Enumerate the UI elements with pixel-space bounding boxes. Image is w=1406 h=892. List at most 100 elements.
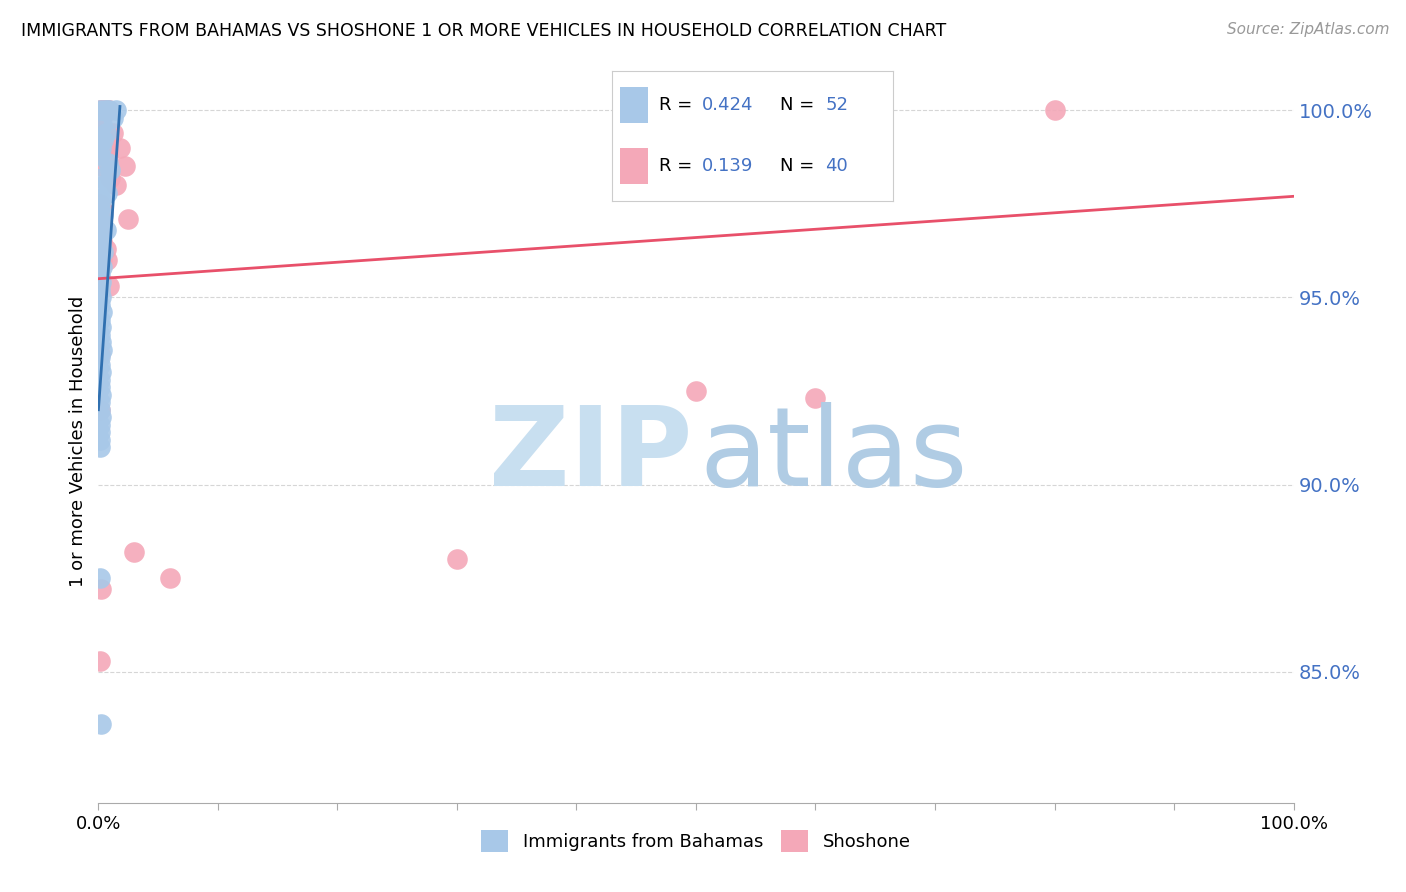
Point — [91, 208, 114, 222]
Text: R =: R = — [659, 157, 699, 175]
Point — [96, 103, 118, 118]
Point — [91, 215, 114, 229]
Text: IMMIGRANTS FROM BAHAMAS VS SHOSHONE 1 OR MORE VEHICLES IN HOUSEHOLD CORRELATION : IMMIGRANTS FROM BAHAMAS VS SHOSHONE 1 OR… — [21, 22, 946, 40]
Point — [90, 223, 112, 237]
Point — [89, 402, 111, 417]
Point — [89, 271, 111, 285]
Point — [96, 252, 118, 267]
Point — [91, 245, 114, 260]
Text: 40: 40 — [825, 157, 848, 175]
Legend: Immigrants from Bahamas, Shoshone: Immigrants from Bahamas, Shoshone — [474, 822, 918, 859]
Point — [89, 395, 111, 409]
Point — [90, 111, 112, 125]
Text: N =: N = — [780, 96, 820, 114]
Text: 52: 52 — [825, 96, 848, 114]
Point — [90, 111, 112, 125]
Point — [94, 126, 117, 140]
Point — [98, 163, 122, 178]
Point — [105, 103, 128, 118]
Point — [91, 204, 114, 219]
Point — [91, 234, 114, 248]
Point — [108, 141, 131, 155]
Point — [90, 290, 112, 304]
Point — [685, 384, 707, 398]
Y-axis label: 1 or more Vehicles in Household: 1 or more Vehicles in Household — [69, 296, 87, 587]
Text: 0.139: 0.139 — [702, 157, 754, 175]
Point — [89, 373, 111, 387]
Point — [91, 305, 114, 319]
Point — [98, 103, 121, 118]
Point — [94, 242, 117, 256]
Point — [159, 571, 181, 585]
Point — [96, 103, 118, 118]
Point — [91, 129, 114, 144]
Point — [114, 160, 136, 174]
Point — [89, 223, 111, 237]
Point — [89, 103, 111, 118]
Text: R =: R = — [659, 96, 699, 114]
Point — [89, 268, 111, 282]
Point — [89, 351, 111, 365]
Point — [90, 193, 112, 207]
Point — [96, 186, 118, 200]
Point — [89, 425, 111, 440]
Point — [90, 141, 112, 155]
Point — [91, 118, 114, 132]
Point — [93, 178, 115, 193]
Point — [91, 343, 114, 357]
Point — [89, 201, 111, 215]
Point — [90, 215, 112, 229]
Point — [89, 433, 111, 447]
Text: N =: N = — [780, 157, 820, 175]
Point — [89, 402, 111, 417]
Point — [89, 148, 111, 162]
Point — [89, 440, 111, 454]
Point — [91, 103, 114, 118]
Point — [93, 103, 115, 118]
Text: ZIP: ZIP — [489, 402, 692, 509]
Point — [89, 196, 111, 211]
Point — [90, 234, 112, 248]
Point — [124, 545, 146, 559]
Point — [90, 410, 112, 425]
Point — [446, 552, 468, 566]
Point — [101, 126, 124, 140]
Point — [89, 654, 111, 668]
Point — [90, 365, 112, 379]
Point — [89, 298, 111, 312]
Text: Source: ZipAtlas.com: Source: ZipAtlas.com — [1226, 22, 1389, 37]
Point — [91, 170, 114, 185]
Point — [1043, 103, 1066, 118]
Point — [91, 252, 114, 267]
Point — [98, 103, 121, 118]
Text: atlas: atlas — [700, 402, 969, 509]
Point — [98, 279, 121, 293]
Point — [804, 392, 827, 406]
Point — [101, 111, 124, 125]
Point — [91, 160, 114, 174]
Point — [89, 230, 111, 244]
Point — [89, 283, 111, 297]
Point — [89, 346, 111, 360]
Point — [89, 571, 111, 585]
Point — [89, 327, 111, 342]
Point — [89, 313, 111, 327]
Point — [117, 211, 139, 226]
Point — [90, 717, 112, 731]
Point — [97, 155, 120, 169]
Point — [97, 103, 120, 118]
Bar — [620, 148, 648, 184]
Point — [93, 103, 115, 118]
Point — [91, 133, 114, 147]
Text: 0.424: 0.424 — [702, 96, 754, 114]
Point — [90, 276, 112, 290]
Point — [89, 103, 111, 118]
Point — [89, 358, 111, 372]
Point — [90, 238, 112, 252]
Point — [97, 148, 120, 162]
Point — [105, 178, 128, 193]
Point — [94, 141, 117, 155]
Point — [91, 260, 114, 275]
Bar — [620, 87, 648, 123]
Point — [90, 582, 112, 597]
